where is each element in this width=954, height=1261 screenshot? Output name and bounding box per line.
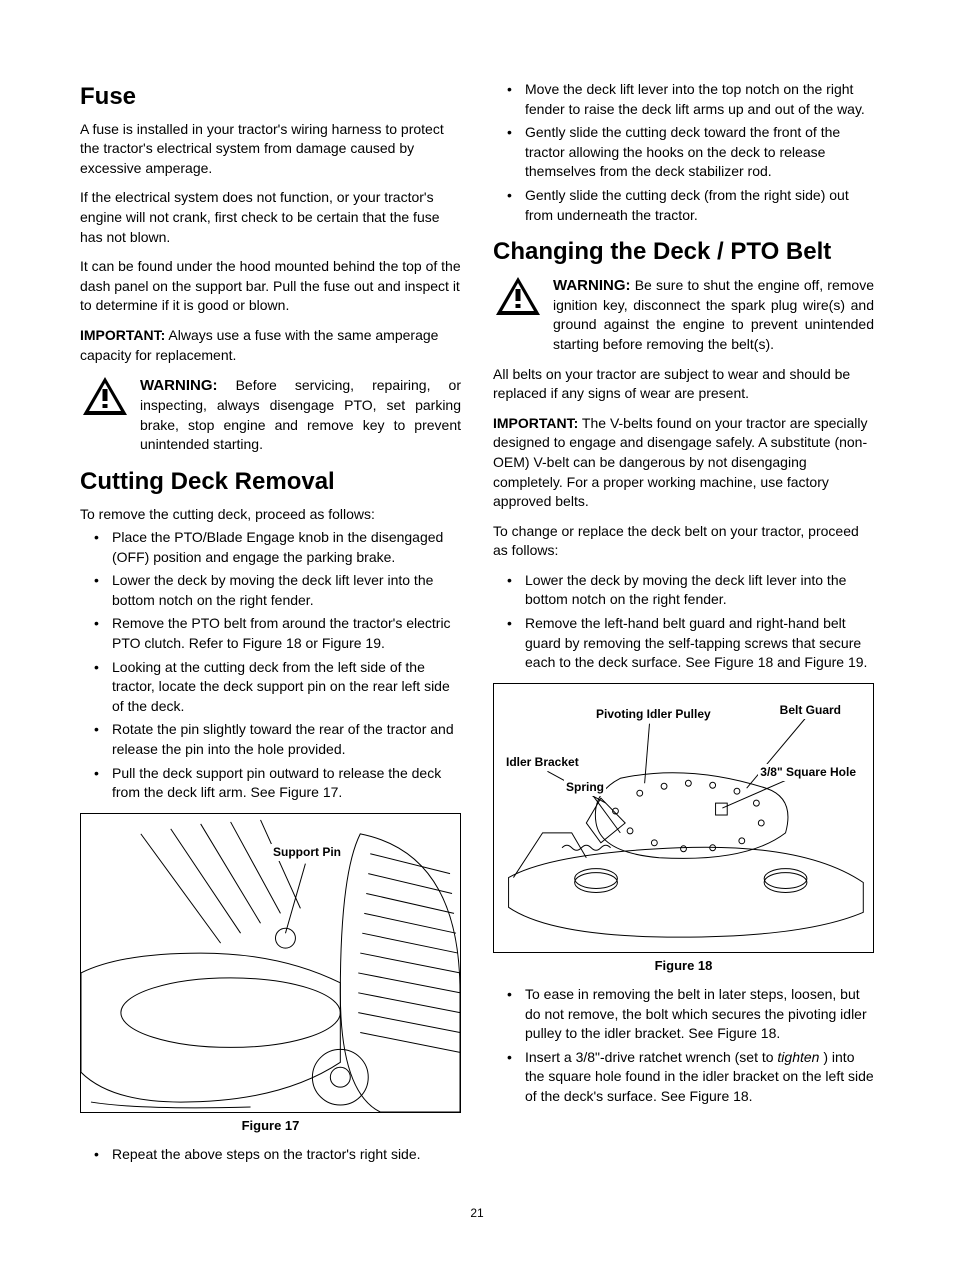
warning-triangle-icon <box>80 375 130 425</box>
list-item: To ease in removing the belt in later st… <box>493 985 874 1044</box>
list-item: Looking at the cutting deck from the lef… <box>80 658 461 717</box>
fuse-warning: WARNING: Before servicing, repairing, or… <box>80 375 461 455</box>
changing-p2: To change or replace the deck belt on yo… <box>493 522 874 561</box>
two-column-layout: Fuse A fuse is installed in your tractor… <box>80 80 874 1175</box>
fuse-heading: Fuse <box>80 80 461 114</box>
changing-warning: WARNING: Be sure to shut the engine off,… <box>493 275 874 355</box>
changing-important: IMPORTANT: The V-belts found on your tra… <box>493 414 874 512</box>
fig18-idler-bracket-label: Idler Bracket <box>504 754 581 771</box>
important-label: IMPORTANT: <box>80 327 165 343</box>
fuse-warning-text: WARNING: Before servicing, repairing, or… <box>140 375 461 455</box>
cutting-list: Place the PTO/Blade Engage knob in the d… <box>80 528 461 803</box>
list-item: Move the deck lift lever into the top no… <box>493 80 874 119</box>
item-text-italic: tighten <box>777 1049 819 1065</box>
figure-17-caption: Figure 17 <box>80 1117 461 1135</box>
list-item: Remove the PTO belt from around the trac… <box>80 614 461 653</box>
figure-18-caption: Figure 18 <box>493 957 874 975</box>
fuse-p1: A fuse is installed in your tractor's wi… <box>80 120 461 179</box>
fig18-spring-label: Spring <box>564 779 606 796</box>
fig17-support-pin-label: Support Pin <box>271 844 343 861</box>
cutting-list-2: Repeat the above steps on the tractor's … <box>80 1145 461 1165</box>
cutting-heading: Cutting Deck Removal <box>80 465 461 499</box>
right-top-list: Move the deck lift lever into the top no… <box>493 80 874 225</box>
left-column: Fuse A fuse is installed in your tractor… <box>80 80 461 1175</box>
warning-triangle-icon <box>493 275 543 325</box>
changing-list-1: Lower the deck by moving the deck lift l… <box>493 571 874 673</box>
list-item: Pull the deck support pin outward to rel… <box>80 764 461 803</box>
list-item: Gently slide the cutting deck toward the… <box>493 123 874 182</box>
changing-heading: Changing the Deck / PTO Belt <box>493 235 874 269</box>
list-item: Lower the deck by moving the deck lift l… <box>80 571 461 610</box>
list-item: Lower the deck by moving the deck lift l… <box>493 571 874 610</box>
fig18-belt-guard-label: Belt Guard <box>778 702 843 719</box>
list-item: Insert a 3/8"-drive ratchet wrench (set … <box>493 1048 874 1107</box>
list-item: Repeat the above steps on the tractor's … <box>80 1145 461 1165</box>
changing-p1: All belts on your tractor are subject to… <box>493 365 874 404</box>
fuse-p3: It can be found under the hood mounted b… <box>80 257 461 316</box>
figure-18: Pivoting Idler Pulley Belt Guard Idler B… <box>493 683 874 953</box>
cutting-intro: To remove the cutting deck, proceed as f… <box>80 505 461 525</box>
list-item: Rotate the pin slightly toward the rear … <box>80 720 461 759</box>
fuse-p2: If the electrical system does not functi… <box>80 188 461 247</box>
warning-label: WARNING: <box>553 277 631 294</box>
warning-label: WARNING: <box>140 377 218 394</box>
item-text-pre: Insert a 3/8"-drive ratchet wrench (set … <box>525 1049 777 1065</box>
right-column: Move the deck lift lever into the top no… <box>493 80 874 1175</box>
changing-warning-text: WARNING: Be sure to shut the engine off,… <box>553 275 874 355</box>
list-item: Place the PTO/Blade Engage knob in the d… <box>80 528 461 567</box>
fig18-pivoting-label: Pivoting Idler Pulley <box>594 706 713 723</box>
list-item: Gently slide the cutting deck (from the … <box>493 186 874 225</box>
page-number: 21 <box>80 1205 874 1222</box>
changing-list-2: To ease in removing the belt in later st… <box>493 985 874 1107</box>
fig18-square-hole-label: 3/8" Square Hole <box>758 764 858 781</box>
list-item: Remove the left-hand belt guard and righ… <box>493 614 874 673</box>
important-label: IMPORTANT: <box>493 415 578 431</box>
fuse-important: IMPORTANT: Always use a fuse with the sa… <box>80 326 461 365</box>
figure-17: Support Pin <box>80 813 461 1113</box>
